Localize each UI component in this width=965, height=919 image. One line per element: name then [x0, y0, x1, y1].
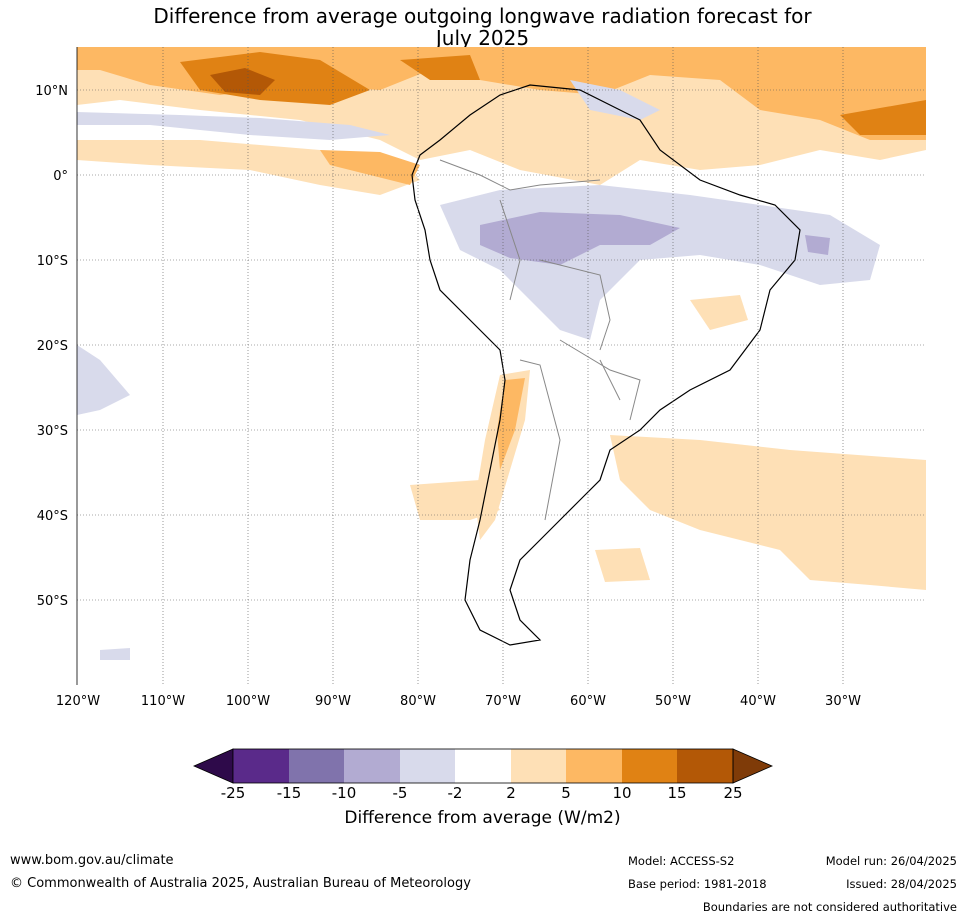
title-line-1: Difference from average outgoing longwav…: [153, 4, 812, 28]
lat-label: 50°S: [37, 594, 68, 609]
anomaly-south-patch: [595, 548, 650, 582]
anomaly-andes-strong: [497, 378, 525, 470]
lon-label: 70°W: [485, 694, 521, 709]
colorbar-tick: -2: [447, 784, 463, 802]
colorbar-tick: 2: [506, 784, 516, 802]
anomaly-pacific-west: [77, 345, 130, 415]
lat-label: 40°S: [37, 509, 68, 524]
lon-label: 40°W: [740, 694, 776, 709]
anomaly-pacific-eq-strong: [320, 150, 420, 185]
anomaly-core-east: [840, 100, 926, 135]
lon-label: 30°W: [825, 694, 861, 709]
footer-boundaries: Boundaries are not considered authoritat…: [702, 900, 957, 914]
lat-label: 30°S: [37, 424, 68, 439]
colorbar-bin: [455, 749, 511, 783]
longitude-labels: 120°W 110°W 100°W 90°W 80°W 70°W 60°W 50…: [56, 694, 861, 709]
anomaly-core-central: [400, 55, 480, 80]
colorbar-bin: [289, 749, 344, 783]
lon-label: 120°W: [56, 694, 100, 709]
anomaly-southeast-brazil: [690, 295, 748, 330]
colorbar: [192, 748, 774, 784]
colorbar-tick: 5: [561, 784, 571, 802]
lon-label: 50°W: [655, 694, 691, 709]
footer-url: www.bom.gov.au/climate: [10, 853, 174, 868]
colorbar-tick: -15: [276, 784, 302, 802]
anomaly-amazon-core-east: [805, 235, 830, 255]
footer-model: Model: ACCESS-S2: [628, 854, 735, 868]
colorbar-bin: [566, 749, 622, 783]
colorbar-title: Difference from average (W/m2): [344, 808, 621, 828]
colorbar-bin: [400, 749, 455, 783]
colorbar-tick: 25: [723, 784, 743, 802]
south-america-coastline: [411, 84, 801, 646]
gridlines: [77, 47, 926, 685]
colorbar-bin: [511, 749, 566, 783]
footer-copyright: © Commonwealth of Australia 2025, Austra…: [10, 876, 471, 891]
footer-base-period: Base period: 1981-2018: [628, 877, 767, 891]
anomaly-amazon-core: [480, 212, 680, 265]
footer-model-run: Model run: 26/04/2025: [825, 854, 957, 868]
colorbar-bin: [622, 749, 677, 783]
anomaly-field: [77, 47, 926, 685]
colorbar-extend-high: [732, 748, 774, 784]
lon-label: 90°W: [315, 694, 351, 709]
anomaly-neg-strip: [77, 112, 390, 140]
footer-issued: Issued: 28/04/2025: [846, 877, 957, 891]
colorbar-extend-low: [192, 748, 234, 784]
colorbar-tick: -5: [392, 784, 408, 802]
lat-label: 10°N: [35, 84, 68, 99]
anomaly-southwest-patch: [100, 648, 130, 660]
lat-label: 0°: [53, 169, 68, 184]
anomaly-south-atlantic: [610, 435, 926, 590]
colorbar-tick: 15: [667, 784, 687, 802]
lon-label: 110°W: [141, 694, 185, 709]
lon-label: 100°W: [226, 694, 270, 709]
colorbar-tick: -10: [331, 784, 357, 802]
colorbar-bin: [677, 749, 733, 783]
latitude-labels: 10°N 0° 10°S 20°S 30°S 40°S 50°S: [35, 84, 68, 609]
anomaly-neg-caribbean: [570, 80, 660, 120]
anomaly-core-north-strong: [210, 68, 275, 95]
title-line-2: July 2025: [435, 26, 530, 50]
lon-label: 80°W: [400, 694, 436, 709]
colorbar-bin: [233, 749, 289, 783]
anomaly-south-pacific: [410, 480, 500, 520]
colorbar-tick: 10: [612, 784, 632, 802]
colorbar-bin: [344, 749, 400, 783]
lat-label: 20°S: [37, 339, 68, 354]
map-title: Difference from average outgoing longwav…: [0, 5, 965, 49]
lon-label: 60°W: [570, 694, 606, 709]
colorbar-tick: -25: [220, 784, 246, 802]
colorbar-frame: [232, 748, 734, 784]
coastlines: [411, 84, 801, 646]
country-borders: [439, 159, 641, 521]
lat-label: 10°S: [37, 254, 68, 269]
